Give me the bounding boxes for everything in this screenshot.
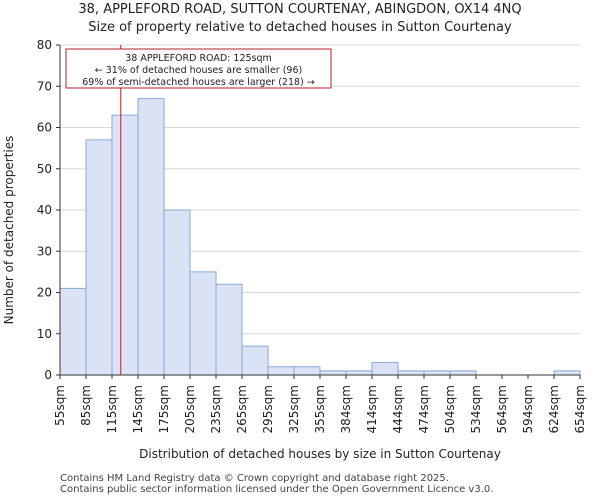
histogram-bar [293, 366, 321, 376]
x-tick-label: 534sqm [469, 385, 483, 433]
x-axis-label: Distribution of detached houses by size … [139, 447, 501, 461]
x-tick-label: 414sqm [365, 385, 379, 433]
x-tick-label: 235sqm [209, 385, 223, 433]
x-tick-label: 115sqm [105, 385, 119, 433]
histogram-bar [267, 366, 295, 376]
annotation-line: 69% of semi-detached houses are larger (… [82, 77, 315, 88]
x-tick-label: 504sqm [443, 385, 457, 433]
annotation-line: ← 31% of detached houses are smaller (96… [95, 65, 302, 76]
footer-copyright: Contains HM Land Registry data © Crown c… [60, 473, 449, 484]
x-tick-label: 564sqm [495, 385, 509, 433]
histogram-bar [189, 271, 217, 376]
x-tick-label: 295sqm [261, 385, 275, 433]
y-tick-label: 80 [37, 38, 52, 52]
y-tick-label: 70 [37, 79, 52, 93]
histogram-bar [241, 345, 269, 376]
y-tick-label: 50 [37, 162, 52, 176]
y-axis-label: Number of detached properties [2, 136, 16, 325]
x-tick-label: 474sqm [417, 385, 431, 433]
x-tick-label: 594sqm [521, 385, 535, 433]
y-tick-label: 40 [37, 203, 52, 217]
footer-licence: Contains public sector information licen… [60, 484, 494, 495]
histogram-bar [397, 370, 425, 376]
x-tick-label: 355sqm [313, 385, 327, 433]
histogram-bar [137, 98, 165, 376]
x-tick-label: 145sqm [131, 385, 145, 433]
x-tick-label: 384sqm [339, 385, 353, 433]
chart-subtitle: Size of property relative to detached ho… [88, 20, 512, 35]
histogram-bar [163, 209, 191, 376]
annotation-box [65, 48, 332, 89]
y-tick-label: 20 [37, 286, 52, 300]
x-tick-label: 205sqm [183, 385, 197, 433]
histogram-bar [553, 370, 581, 376]
x-tick-label: 55sqm [53, 385, 67, 426]
chart-title: 38, APPLEFORD ROAD, SUTTON COURTENAY, AB… [78, 2, 522, 17]
histogram-bar [59, 287, 87, 376]
histogram-bar [111, 114, 139, 376]
histogram-bar [215, 283, 243, 376]
x-tick-label: 654sqm [573, 385, 587, 433]
annotation-line: 38 APPLEFORD ROAD: 125sqm [125, 53, 272, 64]
x-tick-label: 265sqm [235, 385, 249, 433]
y-tick-label: 30 [37, 244, 52, 258]
y-tick-label: 60 [37, 121, 52, 135]
histogram-bar [345, 370, 373, 376]
histogram-bar [85, 139, 113, 376]
histogram-bar [319, 370, 347, 376]
x-tick-label: 175sqm [157, 385, 171, 433]
histogram-bar [449, 370, 477, 376]
x-tick-label: 624sqm [547, 385, 561, 433]
x-tick-label: 444sqm [391, 385, 405, 433]
y-tick-label: 10 [37, 327, 52, 341]
histogram-bar [371, 362, 399, 376]
x-tick-label: 85sqm [79, 385, 93, 426]
x-tick-label: 325sqm [287, 385, 301, 433]
y-tick-label: 0 [44, 368, 52, 382]
histogram-bar [423, 370, 451, 376]
